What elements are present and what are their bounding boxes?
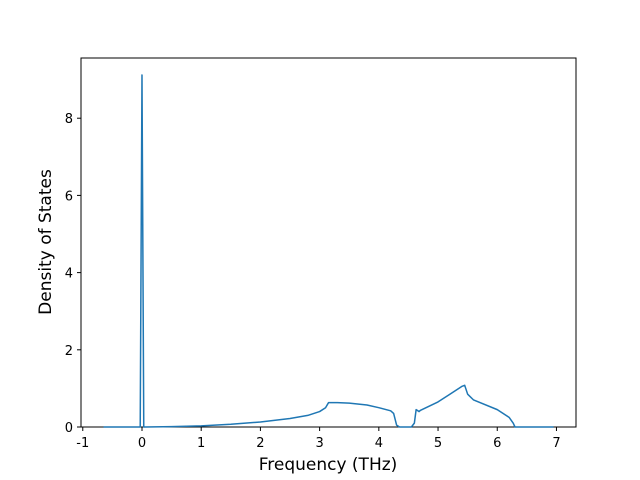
- y-tick-label: 4: [65, 267, 73, 282]
- x-tick-label: -1: [76, 436, 89, 451]
- line: [103, 74, 554, 428]
- y-tick-label: 0: [65, 421, 73, 436]
- x-tick-label: 1: [197, 436, 205, 451]
- x-tick-label: 3: [315, 436, 323, 451]
- axes-frame: [80, 57, 577, 428]
- y-tick-label: 8: [65, 112, 73, 127]
- y-axis-label: Density of States: [36, 169, 56, 315]
- x-axis-label: Frequency (THz): [259, 455, 398, 475]
- x-tick-label: 0: [138, 436, 146, 451]
- y-tick-label: 6: [65, 189, 73, 204]
- x-tick-label: 4: [375, 436, 383, 451]
- x-tick-label: 6: [493, 436, 501, 451]
- y-tick-label: 2: [65, 344, 73, 359]
- x-tick-label: 5: [434, 436, 442, 451]
- x-tick-label: 7: [552, 436, 560, 451]
- x-tick-label: 2: [256, 436, 264, 451]
